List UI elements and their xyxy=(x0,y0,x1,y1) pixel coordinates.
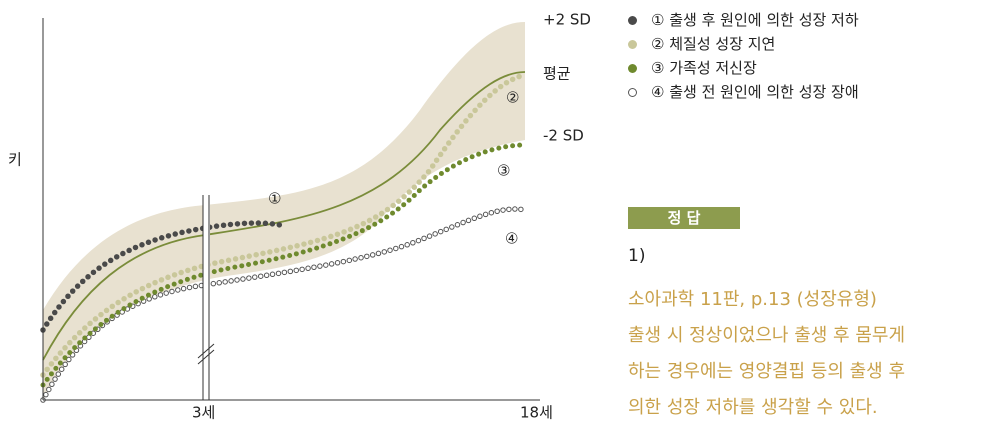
curve-3 xyxy=(40,142,528,388)
answer-badge: 정 답 xyxy=(628,207,740,229)
curve-label: ② xyxy=(506,89,519,107)
legend-swatch xyxy=(628,39,637,49)
curve-label: ④ xyxy=(505,230,518,248)
y-axis-label: 키 xyxy=(8,151,22,169)
answer-line: 의한 성장 저하를 생각할 수 있다. xyxy=(628,397,878,418)
legend-swatch xyxy=(628,87,637,97)
legend-item: ① 출생 후 원인에 의한 성장 저하 xyxy=(622,8,859,32)
band-label: 평균 xyxy=(543,65,571,83)
band-label: +2 SD xyxy=(543,11,591,29)
legend-text: ① 출생 후 원인에 의한 성장 저하 xyxy=(651,11,859,29)
curve-label: ③ xyxy=(497,162,510,180)
curve-2 xyxy=(40,72,528,378)
curve-label: ① xyxy=(268,190,281,208)
answer-line: 하는 경우에는 영양결핍 등의 출생 후 xyxy=(628,361,906,382)
growth-diagram: 키 3세 18세 +2 SD 평균 -2 SD ① ② ③ ④ xyxy=(8,11,591,422)
legend-item: ④ 출생 전 원인에 의한 성장 장애 xyxy=(622,80,859,104)
answer-number: 1) xyxy=(628,246,646,266)
legend-item: ② 체질성 성장 지연 xyxy=(622,32,859,56)
x-label: 3세 xyxy=(192,404,215,422)
curve-1 xyxy=(40,220,283,333)
legend-text: ② 체질성 성장 지연 xyxy=(651,35,776,53)
axis-break-slash xyxy=(197,349,215,365)
legend: ① 출생 후 원인에 의한 성장 저하 ② 체질성 성장 지연 ③ 가족성 저신… xyxy=(622,8,859,104)
axis-break-slash xyxy=(197,343,215,359)
sd-band xyxy=(43,22,525,400)
answer-line: 소아과학 11판, p.13 (성장유형) xyxy=(628,289,877,310)
legend-item: ③ 가족성 저신장 xyxy=(622,56,859,80)
legend-swatch xyxy=(628,63,637,73)
x-label: 18세 xyxy=(520,404,553,422)
legend-text: ④ 출생 전 원인에 의한 성장 장애 xyxy=(651,83,859,101)
legend-text: ③ 가족성 저신장 xyxy=(651,59,757,77)
band-label: -2 SD xyxy=(543,127,584,145)
axis-break-gap xyxy=(203,192,210,402)
answer-line: 출생 시 정상이었으나 출생 후 몸무게 xyxy=(628,325,906,346)
legend-swatch xyxy=(628,15,637,25)
mean-line xyxy=(42,71,526,361)
